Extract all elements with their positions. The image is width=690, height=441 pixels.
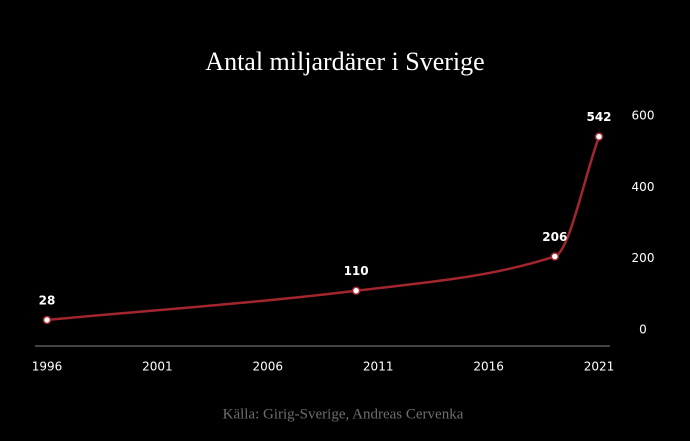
- point: [594, 132, 604, 141]
- chart-title: Antal miljardärer i Sverige: [205, 47, 484, 76]
- x-tick-label: 2006: [253, 360, 284, 374]
- y-tick-label: 600: [632, 109, 655, 123]
- point: [42, 315, 52, 325]
- x-tick-label: 2016: [473, 360, 504, 374]
- point: [351, 286, 361, 295]
- point: [550, 252, 560, 261]
- x-tick-label: 2021: [584, 360, 615, 374]
- y-tick-label: 0: [639, 322, 647, 336]
- data-label: 28: [39, 293, 56, 307]
- data-label: 206: [542, 230, 567, 244]
- y-tick-label: 200: [632, 251, 655, 265]
- source: Källa: Girig-Sverige, Andreas Cervenka: [223, 406, 464, 422]
- y-tick-label: 400: [632, 180, 655, 194]
- x-tick-label: 1996: [32, 360, 63, 374]
- data-label: 542: [586, 110, 611, 124]
- x-tick-label: 2011: [363, 360, 394, 374]
- data-label: 110: [344, 264, 369, 278]
- line: [46, 136, 601, 322]
- x-tick-label: 2001: [142, 360, 173, 374]
